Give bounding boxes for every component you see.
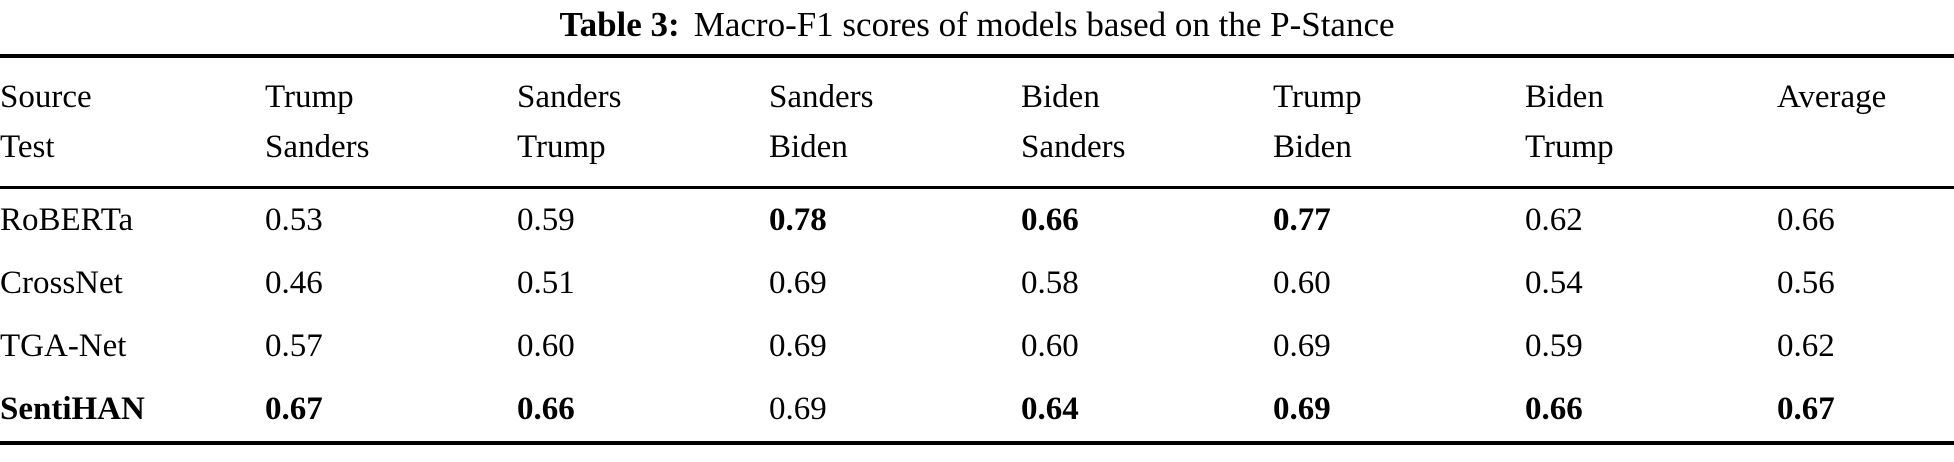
table-caption: Table 3: Macro-F1 scores of models based … [0,0,1954,54]
header-row-source: Source Trump Sanders Sanders Biden Trump… [0,56,1954,122]
score-cell: 0.53 [265,202,323,238]
score-cell: 0.62 [1525,202,1583,238]
corner-test-label: Test [0,129,55,165]
results-table: Source Trump Sanders Sanders Biden Trump… [0,54,1954,445]
score-cell: 0.58 [1021,265,1079,301]
model-name: CrossNet [0,265,123,301]
model-name: RoBERTa [0,202,134,238]
table-row: SentiHAN 0.67 0.66 0.69 0.64 0.69 0.66 0… [0,378,1954,443]
score-cell: 0.69 [769,265,827,301]
average-cell: 0.67 [1777,391,1835,427]
average-cell: 0.62 [1777,328,1835,364]
score-cell: 0.59 [1525,328,1583,364]
col-header-source: Trump [1273,79,1362,115]
col-header-test: Sanders [265,129,370,165]
col-header-test: Trump [1525,129,1614,165]
col-header-test: Biden [769,129,848,165]
score-cell: 0.57 [265,328,323,364]
score-cell: 0.66 [1525,391,1583,427]
col-header-test: Trump [517,129,606,165]
score-cell: 0.60 [1273,265,1331,301]
average-cell: 0.56 [1777,265,1835,301]
score-cell: 0.60 [517,328,575,364]
score-cell: 0.59 [517,202,575,238]
score-cell: 0.60 [1021,328,1079,364]
table-caption-text: Macro-F1 scores of models based on the P… [693,5,1395,44]
col-header-source: Trump [265,79,354,115]
table-body: RoBERTa 0.53 0.59 0.78 0.66 0.77 0.62 0.… [0,188,1954,443]
table-row: TGA-Net 0.57 0.60 0.69 0.60 0.69 0.59 0.… [0,315,1954,378]
table-row: CrossNet 0.46 0.51 0.69 0.58 0.60 0.54 0… [0,252,1954,315]
col-header-source: Biden [1525,79,1604,115]
score-cell: 0.77 [1273,202,1331,238]
score-cell: 0.46 [265,265,323,301]
score-cell: 0.64 [1021,391,1079,427]
average-cell: 0.66 [1777,202,1835,238]
col-header-source: Sanders [517,79,622,115]
col-header-test: Biden [1273,129,1352,165]
score-cell: 0.51 [517,265,575,301]
table-row: RoBERTa 0.53 0.59 0.78 0.66 0.77 0.62 0.… [0,188,1954,253]
score-cell: 0.69 [769,328,827,364]
score-cell: 0.69 [1273,328,1331,364]
col-header-test: Sanders [1021,129,1126,165]
model-name: SentiHAN [0,391,145,427]
corner-source-label: Source [0,79,92,115]
header-row-test: Test Sanders Trump Biden Sanders Biden T… [0,122,1954,188]
col-header-source: Sanders [769,79,874,115]
table-header: Source Trump Sanders Sanders Biden Trump… [0,56,1954,188]
score-cell: 0.54 [1525,265,1583,301]
model-name: TGA-Net [0,328,127,364]
score-cell: 0.67 [265,391,323,427]
score-cell: 0.69 [1273,391,1331,427]
col-header-source: Biden [1021,79,1100,115]
score-cell: 0.78 [769,202,827,238]
score-cell: 0.66 [1021,202,1079,238]
score-cell: 0.66 [517,391,575,427]
col-header-average: Average [1777,79,1887,115]
score-cell: 0.69 [769,391,827,427]
table-caption-label: Table 3: [559,5,680,44]
